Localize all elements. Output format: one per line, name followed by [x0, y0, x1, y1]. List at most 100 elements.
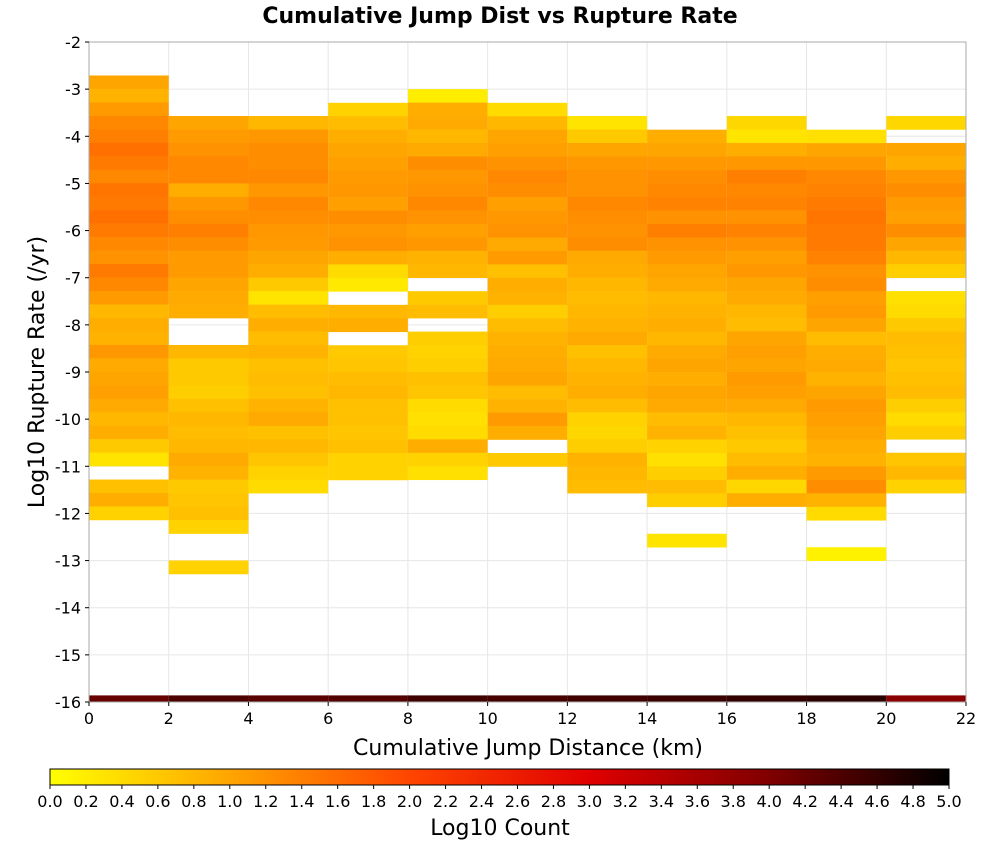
heatmap-cell	[248, 237, 329, 252]
heatmap-cell	[487, 399, 568, 413]
heatmap-cell	[328, 237, 408, 252]
heatmap-cell	[886, 116, 966, 130]
heatmap-cell	[886, 398, 966, 413]
heatmap-cell	[647, 466, 727, 481]
heatmap-cell	[89, 210, 169, 224]
heatmap-cell	[328, 264, 408, 279]
heatmap-cell	[168, 304, 249, 319]
heatmap-cell	[567, 250, 648, 265]
heatmap-cell	[886, 156, 966, 171]
heatmap-cell	[248, 142, 329, 157]
heatmap-cell	[886, 304, 966, 319]
heatmap-cell	[89, 277, 169, 292]
heatmap-cell	[407, 304, 488, 319]
heatmap-cell	[487, 129, 568, 144]
heatmap-cell	[89, 264, 169, 278]
heatmap-cell	[567, 304, 648, 319]
y-tick-label: -8	[65, 316, 81, 335]
heatmap-cell	[248, 291, 329, 305]
heatmap-cell	[328, 277, 408, 292]
heatmap-cell	[407, 398, 488, 413]
heatmap-cell	[168, 479, 249, 494]
heatmap-cells	[89, 75, 966, 702]
heatmap-cell	[487, 331, 568, 346]
heatmap-cell	[89, 156, 169, 171]
heatmap-cell	[726, 412, 807, 427]
heatmap-cell	[487, 291, 568, 306]
heatmap-cell	[886, 385, 966, 400]
heatmap-cell	[886, 358, 966, 373]
heatmap-cell	[487, 318, 568, 333]
heatmap-cell	[886, 223, 966, 238]
colorbar-tick-label: 4.4	[828, 792, 853, 811]
heatmap-cell	[886, 183, 966, 198]
heatmap-cell	[89, 237, 169, 251]
heatmap-cell-bottom	[567, 695, 648, 702]
heatmap-cell	[168, 506, 249, 521]
heatmap-cell	[407, 452, 488, 467]
heatmap-cell	[168, 142, 249, 157]
heatmap-cell	[726, 371, 807, 386]
y-tick-label: -16	[55, 693, 81, 712]
heatmap-cell	[726, 479, 807, 494]
y-tick-label: -12	[55, 504, 81, 523]
heatmap-cell	[407, 237, 488, 252]
heatmap-cell	[726, 264, 807, 278]
colorbar-tick-label: 2.0	[397, 792, 422, 811]
heatmap-cell	[647, 345, 727, 359]
x-tick-label: 4	[243, 709, 253, 728]
heatmap-cell	[806, 129, 887, 144]
heatmap-cell	[647, 156, 727, 171]
heatmap-cell	[248, 116, 329, 130]
colorbar-label: Log10 Count	[430, 816, 570, 841]
heatmap-cell	[168, 183, 249, 198]
heatmap-cell	[89, 223, 169, 238]
heatmap-cell	[248, 196, 329, 211]
heatmap-cell	[567, 277, 648, 292]
heatmap-cell	[248, 452, 329, 467]
heatmap-cell	[647, 237, 727, 252]
heatmap-cell	[168, 264, 249, 278]
heatmap-cell	[567, 439, 648, 454]
heatmap-cell	[248, 156, 329, 171]
colorbar-tick-label: 1.8	[361, 792, 386, 811]
heatmap-cell	[168, 116, 249, 130]
heatmap-cell	[407, 196, 488, 211]
heatmap-cell	[647, 412, 727, 427]
heatmap-cell	[89, 250, 169, 265]
heatmap-cell	[168, 344, 249, 359]
heatmap-cell	[886, 250, 966, 265]
heatmap-cell-bottom	[487, 695, 568, 702]
heatmap-cell	[806, 318, 887, 333]
colorbar-tick-label: 3.6	[685, 792, 710, 811]
heatmap-cell	[407, 89, 488, 103]
x-tick-label: 18	[796, 709, 816, 728]
heatmap-cell	[886, 264, 966, 278]
heatmap-cell	[726, 183, 807, 198]
heatmap-cell	[886, 142, 966, 157]
heatmap-cell	[407, 291, 488, 305]
heatmap-cell	[806, 237, 887, 252]
colorbar-tick-label: 0.0	[37, 792, 62, 811]
heatmap-cell	[89, 102, 169, 117]
y-tick-label: -10	[55, 410, 81, 429]
heatmap-cell	[487, 426, 568, 440]
chart-title: Cumulative Jump Dist vs Rupture Rate	[262, 4, 737, 29]
y-tick-label: -7	[65, 269, 81, 288]
x-tick-label: 22	[956, 709, 976, 728]
heatmap-cell	[886, 318, 966, 332]
heatmap-cell	[726, 398, 807, 413]
y-axis-label: Log10 Rupture Rate (/yr)	[25, 236, 50, 508]
x-tick-label: 14	[637, 709, 657, 728]
heatmap-cell	[647, 129, 727, 144]
colorbar-ticks: 0.0 0.2 0.4 0.6 0.8 1.0 1.2 1.4 1.6 1.8 2.0 2.2 2.4 2…	[37, 785, 962, 811]
heatmap-cell	[89, 196, 169, 211]
heatmap-cell	[726, 223, 807, 238]
colorbar-tick-label: 2.8	[541, 792, 566, 811]
heatmap-cell	[89, 493, 169, 507]
heatmap-cell	[328, 345, 408, 360]
heatmap-cell	[647, 358, 727, 373]
heatmap-cell	[567, 331, 648, 346]
heatmap-cell	[328, 439, 408, 454]
heatmap-cell	[407, 210, 488, 225]
